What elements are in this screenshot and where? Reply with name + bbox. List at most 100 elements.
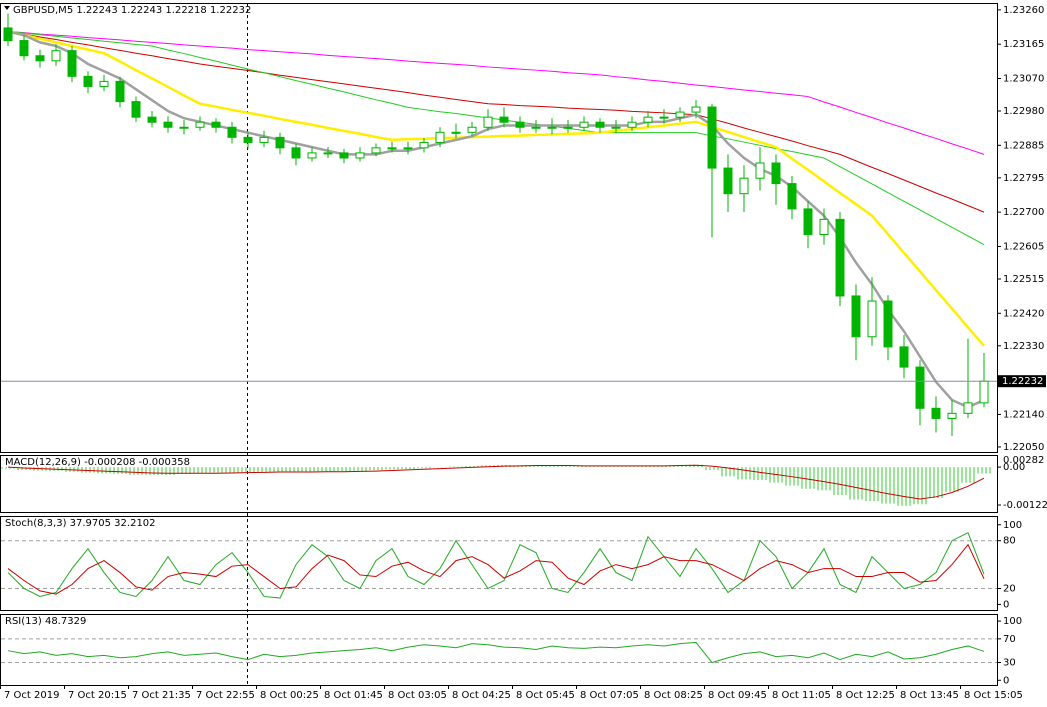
candle-body	[179, 126, 189, 129]
y-tick-label: 1.22885	[1003, 140, 1044, 151]
candle-body	[643, 116, 653, 123]
candle-body	[803, 208, 813, 236]
x-tick-label: 8 Oct 01:45	[324, 690, 383, 701]
candle-body	[883, 300, 893, 348]
candle-body	[755, 162, 765, 179]
panel-title: Stoch(8,3,3) 37.9705 32.2102	[5, 518, 156, 529]
candle-body	[531, 126, 541, 129]
y-tick-label: -0.001225	[1003, 500, 1047, 511]
panel-frame	[0, 516, 998, 611]
y-tick-label: 1.23070	[1003, 73, 1044, 84]
y-tick-label: 1.22795	[1003, 173, 1044, 184]
y-tick-label: 1.22980	[1003, 106, 1044, 117]
y-tick-label: 0	[1003, 599, 1009, 610]
candle-body	[915, 366, 925, 409]
menu-arrow[interactable]	[4, 6, 10, 10]
candle-body	[371, 147, 381, 154]
x-tick-label: 8 Oct 08:25	[644, 690, 703, 701]
indicator-line	[7, 543, 985, 595]
x-tick-label: 8 Oct 09:45	[708, 690, 767, 701]
moving-average	[7, 31, 985, 213]
panel-title: RSI(13) 48.7329	[5, 616, 86, 627]
candle-body	[691, 106, 701, 113]
x-tick-label: 8 Oct 03:05	[388, 690, 447, 701]
candle-body	[339, 152, 349, 159]
x-tick-label: 7 Oct 22:55	[196, 690, 255, 701]
x-tick-label: 7 Oct 21:35	[132, 690, 191, 701]
candle-body	[435, 131, 445, 143]
y-tick-label: 1.22050	[1003, 442, 1044, 453]
candle-body	[307, 152, 317, 159]
moving-average	[7, 31, 985, 246]
candle-body	[227, 126, 237, 138]
candle-body	[19, 40, 29, 57]
candle-body	[467, 126, 477, 133]
moving-average	[7, 30, 985, 409]
candle-body	[963, 402, 973, 414]
indicator-line	[7, 532, 985, 599]
candle-body	[451, 131, 461, 134]
panel-title: GBPUSD,M5 1.22243 1.22243 1.22218 1.2223…	[13, 5, 251, 16]
moving-average	[7, 31, 985, 155]
panel-title: MACD(12,26,9) -0.000208 -0.000358	[5, 457, 190, 468]
candle-body	[355, 152, 365, 159]
candle-body	[211, 121, 221, 128]
y-tick-label: 1.22700	[1003, 207, 1044, 218]
candle-body	[931, 407, 941, 419]
y-tick-label: 70	[1003, 634, 1016, 645]
candle-body	[835, 218, 845, 297]
panel-frame	[0, 3, 998, 453]
candle-body	[659, 116, 669, 119]
candle-body	[387, 147, 397, 150]
candle-body	[707, 106, 717, 169]
y-tick-label: 100	[1003, 520, 1022, 531]
panel-frame	[0, 614, 998, 686]
candle-body	[787, 183, 797, 210]
candle-body	[419, 141, 429, 149]
candle-body	[547, 126, 557, 129]
x-tick-label: 8 Oct 11:05	[772, 690, 831, 701]
y-tick-label: 1.23165	[1003, 39, 1044, 50]
candle-body	[275, 136, 285, 149]
candle-body	[675, 111, 685, 118]
candle-body	[899, 346, 909, 368]
candle-body	[99, 80, 109, 87]
y-tick-label: 80	[1003, 536, 1016, 547]
x-tick-label: 7 Oct 2019	[4, 690, 59, 701]
indicator-line	[7, 641, 985, 664]
candle-body	[627, 121, 637, 128]
candle-body	[243, 136, 253, 143]
candle-body	[3, 27, 13, 42]
candle-body	[483, 116, 493, 128]
candle-body	[515, 121, 525, 128]
panel-frame	[0, 455, 998, 513]
candle-body	[563, 126, 573, 129]
y-tick-label: 1.22330	[1003, 341, 1044, 352]
y-tick-label: 1.22605	[1003, 241, 1044, 252]
x-tick-label: 8 Oct 05:45	[516, 690, 575, 701]
candle-body	[259, 136, 269, 143]
x-tick-label: 8 Oct 13:45	[900, 690, 959, 701]
candle-body	[739, 177, 749, 195]
y-tick-label: 30	[1003, 658, 1016, 669]
candle-body	[979, 380, 989, 404]
x-tick-label: 8 Oct 15:05	[964, 690, 1023, 701]
candle-body	[579, 121, 589, 128]
y-tick-label: 100	[1003, 616, 1022, 627]
candle-body	[323, 152, 333, 155]
candle-body	[83, 75, 93, 87]
x-tick-label: 8 Oct 00:25	[260, 690, 319, 701]
candle-body	[819, 218, 829, 236]
y-tick-label: 0.00	[1003, 462, 1025, 473]
candle-body	[403, 147, 413, 150]
candle-body	[947, 412, 957, 419]
scale-max-label: 0.00282	[1003, 455, 1044, 466]
y-tick-label: 1.23260	[1003, 5, 1044, 16]
x-tick-label: 7 Oct 20:15	[68, 690, 127, 701]
y-tick-label: 1.22140	[1003, 409, 1044, 420]
candle-body	[67, 50, 77, 77]
y-tick-label: 20	[1003, 583, 1016, 594]
candle-body	[131, 101, 141, 118]
candle-body	[723, 167, 733, 195]
